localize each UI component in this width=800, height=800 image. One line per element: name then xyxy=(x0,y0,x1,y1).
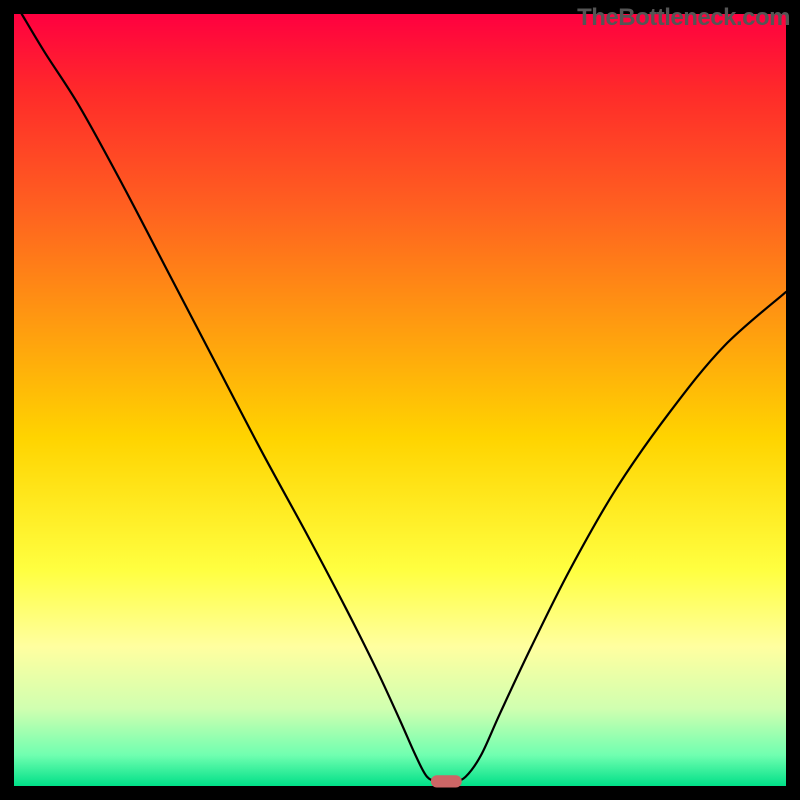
watermark-text: TheBottleneck.com xyxy=(577,4,790,32)
chart-background xyxy=(14,14,786,786)
bottleneck-chart: TheBottleneck.com xyxy=(0,0,800,800)
optimal-marker xyxy=(431,775,462,787)
chart-svg xyxy=(0,0,800,800)
